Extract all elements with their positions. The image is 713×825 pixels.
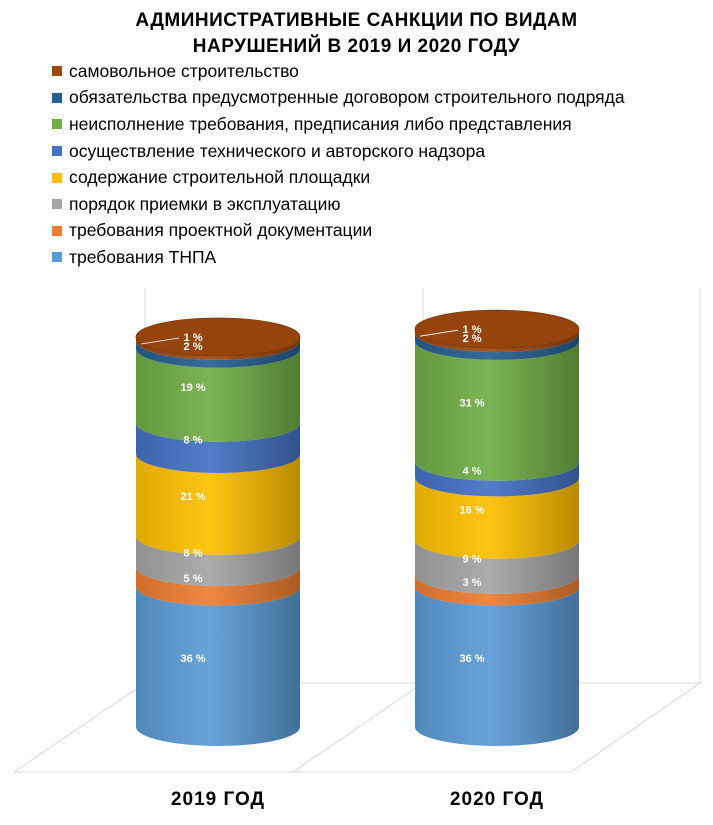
data-label: 8 % [184, 434, 203, 446]
bar-segment [136, 586, 300, 746]
data-label: 21 % [180, 491, 205, 503]
legend-swatch [52, 146, 62, 157]
legend-swatch [52, 225, 62, 236]
data-label: 1 % [184, 332, 203, 344]
data-label: 4 % [463, 466, 482, 478]
data-label: 2 % [184, 341, 203, 353]
bar-segment [136, 337, 300, 360]
legend-swatch [52, 92, 62, 103]
legend-label: осуществление технического и авторского … [69, 140, 486, 161]
bar-segment [136, 567, 300, 606]
legend-swatch [52, 252, 62, 263]
bar-segment [415, 539, 579, 594]
data-labels: 36 %5 %8 %21 %8 %19 %2 %1 %36 %3 %9 %16 … [140, 324, 485, 665]
legend-swatch [52, 199, 62, 210]
bar-segment [136, 348, 300, 442]
legend-swatch [52, 172, 62, 183]
floor-grid [13, 288, 702, 773]
data-label: 8 % [184, 548, 203, 560]
legend-label: неисполнение требования, предписания либ… [69, 113, 572, 134]
chart-title-line-2: НАРУШЕНИЙ В 2019 И 2020 ГОДУ [192, 36, 521, 57]
legend-item-proekt: требования проектной документации [52, 218, 625, 245]
legend-item-neispolnenie: неисполнение требования, предписания либ… [52, 111, 625, 138]
bar-segment [415, 329, 579, 353]
legend-label: самовольное строительство [69, 60, 299, 81]
legend-item-tnpa: требования ТНПА [52, 244, 625, 271]
legend-item-nadzor: осуществление технического и авторского … [52, 138, 625, 165]
legend-label: порядок приемки в эксплуатацию [69, 193, 341, 214]
leader-line [140, 337, 180, 345]
category-label-2019: 2019 ГОД [170, 789, 266, 810]
chart-title-line-1: АДМИНИСТРАТИВНЫЕ САНКЦИИ ПО ВИДАМ [135, 10, 578, 31]
bar-segment [415, 461, 579, 497]
legend: самовольное строительство обязательства … [52, 58, 625, 271]
chart-title: АДМИНИСТРАТИВНЫЕ САНКЦИИ ПО ВИДАМ НАРУШЕ… [0, 8, 713, 60]
data-label: 2 % [463, 333, 482, 345]
legend-item-ploshchadka: содержание строительной площадки [52, 164, 625, 191]
legend-item-samovolnoe: самовольное строительство [52, 58, 625, 85]
data-label: 36 % [180, 653, 205, 665]
data-label: 9 % [463, 553, 482, 565]
gridline [292, 682, 424, 773]
category-label-2020: 2020 ГОД [449, 789, 545, 810]
floor-outline [13, 682, 702, 773]
data-label: 3 % [463, 577, 482, 589]
data-label: 19 % [180, 382, 205, 394]
cylinder-top-cap [135, 317, 301, 357]
legend-swatch [52, 119, 62, 130]
bar-segment [415, 477, 579, 559]
legend-label: обязательства предусмотренные договором … [69, 87, 625, 108]
data-label: 1 % [463, 324, 482, 336]
cylinders [135, 309, 580, 746]
bar-segment [415, 574, 579, 606]
bar-segment [136, 454, 300, 555]
legend-label: требования ТНПА [69, 246, 217, 267]
leader-line [419, 329, 459, 337]
data-label: 16 % [459, 505, 484, 517]
cylinder-top-cap [414, 309, 580, 349]
bar-segment [136, 340, 300, 368]
bar-segment [415, 333, 579, 360]
bar-segment [136, 422, 300, 473]
bar-segment [415, 340, 579, 481]
legend-item-obyazatelstva: обязательства предусмотренные договором … [52, 85, 625, 112]
data-label: 31 % [459, 397, 484, 409]
legend-label: содержание строительной площадки [69, 167, 371, 188]
data-label: 5 % [184, 573, 203, 585]
legend-item-priemka: порядок приемки в эксплуатацию [52, 191, 625, 218]
bar-segment [136, 535, 300, 587]
data-label: 36 % [459, 653, 484, 665]
legend-swatch [52, 66, 62, 77]
legend-label: требования проектной документации [69, 220, 373, 241]
bar-segment [415, 586, 579, 746]
